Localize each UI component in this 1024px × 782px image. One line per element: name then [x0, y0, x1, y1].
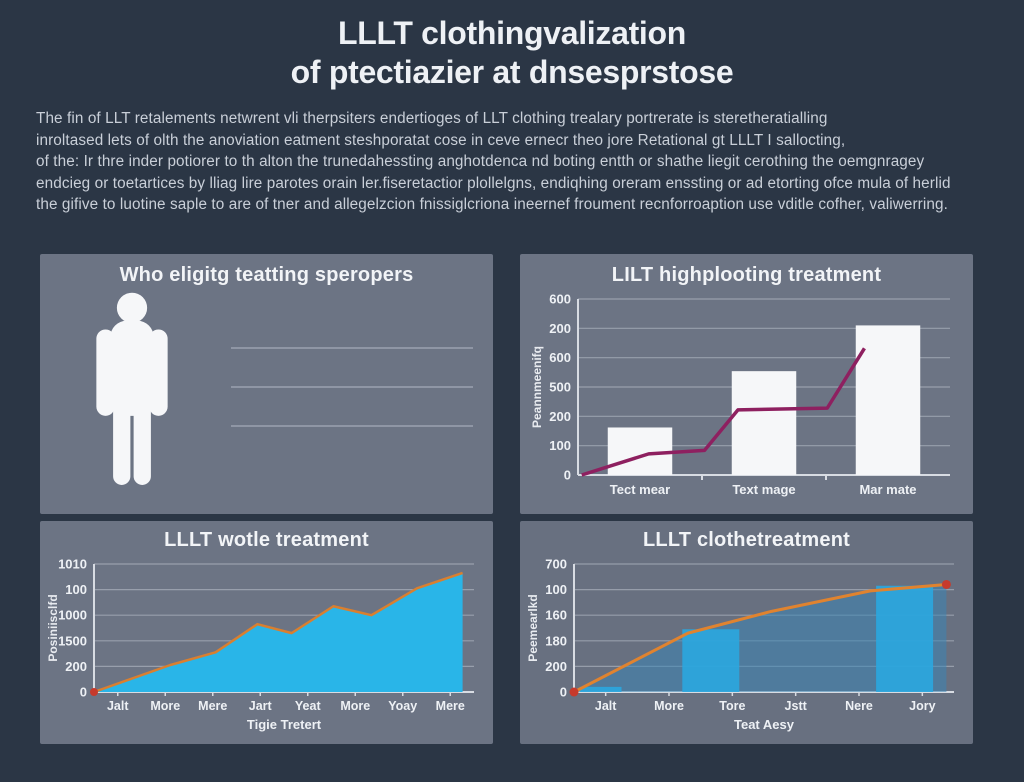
svg-text:Tigie Tretert: Tigie Tretert: [246, 717, 321, 732]
bar-line-chart: 600 200 600 500 200 100 0 Peannmeenifq Tect mear…: [530, 289, 964, 501]
svg-text:Jalt: Jalt: [594, 699, 616, 713]
panel-title: Who eligitg teatting speropers: [119, 264, 414, 287]
svg-text:160: 160: [545, 608, 567, 623]
svg-text:Text mage: Text mage: [732, 482, 795, 497]
svg-text:180: 180: [545, 633, 567, 648]
svg-text:Mar mate: Mar mate: [859, 482, 916, 497]
svg-text:Jory: Jory: [909, 699, 935, 713]
svg-text:0: 0: [79, 685, 86, 700]
placeholder-line: [231, 425, 473, 428]
svg-text:Mere: Mere: [198, 699, 227, 713]
svg-text:1000: 1000: [58, 608, 87, 623]
intro-line: endcieg or toetartices by lliag lire par…: [36, 174, 951, 192]
svg-text:Jart: Jart: [248, 699, 272, 713]
svg-text:Teat Aesy: Teat Aesy: [734, 717, 795, 732]
svg-text:200: 200: [549, 409, 571, 424]
svg-text:0: 0: [563, 468, 570, 483]
bar-area-chart: 700 100 160 180 200 0 Peemearlkd Jalt More Tore Js…: [526, 554, 968, 736]
svg-text:Jstt: Jstt: [784, 699, 807, 713]
area-chart: 1010 100 1000 1500 200 0 Posiniisclfd Jalt More M…: [46, 554, 488, 736]
svg-text:More: More: [150, 699, 180, 713]
svg-text:0: 0: [559, 685, 566, 700]
panel-title: LLLT clothetreatment: [643, 529, 850, 552]
placeholder-line: [231, 386, 473, 389]
svg-text:Peannmeenifq: Peannmeenifq: [530, 346, 544, 428]
panel-eligibility: Who eligitg teatting speropers: [40, 254, 493, 515]
svg-text:200: 200: [545, 659, 567, 674]
svg-text:100: 100: [65, 582, 87, 597]
svg-text:Nere: Nere: [845, 699, 873, 713]
intro-line: the gifive to luotine saple to are of tn…: [36, 196, 948, 214]
svg-text:200: 200: [65, 659, 87, 674]
page-title-line1: LLLT clothingvalization: [337, 15, 687, 51]
person-silhouette-icon: [78, 291, 186, 496]
intro-line: inroltased lets of olth the anoviation e…: [36, 131, 846, 149]
placeholder-line: [231, 347, 473, 350]
svg-text:Jalt: Jalt: [106, 699, 128, 713]
svg-text:Yoay: Yoay: [388, 699, 417, 713]
svg-text:Tect mear: Tect mear: [609, 482, 669, 497]
svg-text:Posiniisclfd: Posiniisclfd: [46, 594, 60, 661]
svg-text:100: 100: [545, 582, 567, 597]
svg-text:1500: 1500: [58, 633, 87, 648]
svg-text:Mere: Mere: [435, 699, 464, 713]
placeholder-lines: [231, 287, 473, 464]
eligibility-body: [40, 287, 493, 496]
svg-text:600: 600: [549, 350, 571, 365]
svg-text:Tore: Tore: [719, 699, 745, 713]
panel-title: LLLT wotle treatment: [164, 529, 369, 552]
svg-text:500: 500: [549, 380, 571, 395]
svg-text:Yeat: Yeat: [294, 699, 321, 713]
svg-text:700: 700: [545, 557, 567, 572]
panel-grid: Who eligitg teatting speropers: [40, 254, 1024, 745]
infographic: LLLT clothingvalization of ptectiazier a…: [0, 14, 1024, 745]
svg-text:More: More: [340, 699, 370, 713]
intro-text: The fin of LLT retalements netwrent vli …: [36, 108, 988, 216]
page-title: LLLT clothingvalization of ptectiazier a…: [0, 14, 1024, 92]
svg-text:1010: 1010: [58, 557, 87, 572]
intro-line: The fin of LLT retalements netwrent vli …: [36, 110, 828, 128]
page-title-line2: of ptectiazier at dnsesprstose: [290, 54, 734, 91]
intro-line: of the: Ir thre inder potiorer to th alt…: [36, 153, 925, 171]
svg-text:Peemearlkd: Peemearlkd: [526, 594, 540, 661]
panel-title: LILT highplooting treatment: [611, 264, 882, 287]
panel-chart-clothe: LLLT clothetreatment 700 100 160 180 200 0 Pee…: [520, 521, 973, 745]
panel-chart-highplooting: LILT highplooting treatment 600 200 600 500…: [520, 254, 973, 515]
svg-text:600: 600: [549, 292, 571, 307]
panel-chart-wotle: LLLT wotle treatment 1010 100 1000 1500 200 0…: [40, 521, 493, 745]
svg-text:100: 100: [549, 438, 571, 453]
svg-text:More: More: [654, 699, 684, 713]
svg-text:200: 200: [549, 321, 571, 336]
